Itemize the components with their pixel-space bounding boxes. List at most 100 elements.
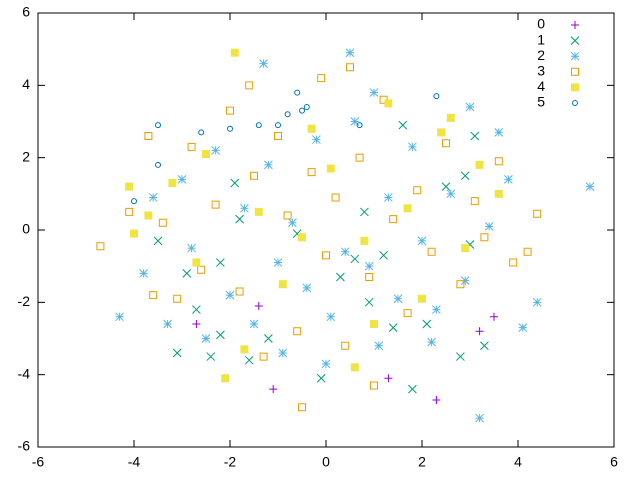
legend-label: 1 [537,31,545,47]
point [230,178,240,188]
point [465,102,475,112]
legend-label: 0 [537,16,545,32]
point [350,363,359,372]
point [163,319,172,329]
point [393,294,403,304]
legend-symbol [570,51,580,61]
point [240,345,249,354]
legend-label: 5 [537,94,545,110]
point [490,312,498,321]
point [307,168,316,177]
point [389,215,398,224]
y-tick-label: -2 [18,293,31,309]
point [585,182,595,191]
point [235,287,244,296]
point [303,104,310,111]
point [168,178,177,187]
point [249,319,259,329]
point [225,290,235,300]
point [408,384,417,394]
y-tick-label: -6 [18,438,31,454]
point [346,63,354,72]
point [442,139,450,148]
point [254,207,263,216]
point [192,258,201,267]
x-tick-label: -4 [128,454,141,470]
point [350,254,360,264]
legend-label: 4 [537,78,545,94]
point [197,265,206,274]
point [413,186,422,195]
point [523,247,532,256]
point [432,395,441,404]
point [331,193,340,202]
point [446,113,455,122]
point [187,142,196,151]
point [130,198,138,205]
point [316,373,326,383]
point [460,276,470,285]
point [192,320,201,329]
point [437,128,446,137]
point [182,269,192,278]
point [149,291,158,300]
y-tick-label: 6 [22,4,30,20]
point [460,171,470,181]
point [494,157,503,166]
y-tick-label: 2 [22,148,30,164]
point [422,319,432,329]
point [245,81,254,90]
legend-symbol [571,67,579,76]
point [177,175,187,184]
point [154,161,162,168]
point [427,337,436,347]
point [326,164,335,173]
point [125,207,134,216]
point [240,203,249,213]
point [255,122,262,129]
point [475,413,484,423]
point [278,280,287,289]
point [518,323,528,333]
point [356,122,363,129]
point [274,122,282,129]
point [403,204,412,213]
point [206,352,216,361]
point [264,334,273,343]
point [432,305,441,314]
point [158,218,167,227]
point [369,88,379,97]
point [144,131,153,140]
x-tick-label: 4 [514,454,522,470]
legend-label: 2 [537,47,545,63]
point [441,182,451,191]
point [341,341,350,350]
point [480,341,489,351]
point [360,207,369,217]
point [388,323,398,333]
point [288,218,297,228]
point [364,297,374,307]
point [360,236,369,245]
point [326,312,336,322]
point [294,89,301,96]
point [226,106,234,115]
y-tick-label: 4 [22,76,30,92]
point [364,261,374,271]
point [269,385,278,394]
point [365,273,374,282]
point [259,59,268,68]
point [264,160,273,170]
point [456,280,465,289]
point [139,269,148,278]
point [293,327,302,336]
point [475,327,484,336]
y-tick-label: -4 [18,365,31,381]
point [230,48,239,57]
point [307,124,316,133]
point [211,200,220,209]
point [456,352,465,361]
point [480,233,489,242]
